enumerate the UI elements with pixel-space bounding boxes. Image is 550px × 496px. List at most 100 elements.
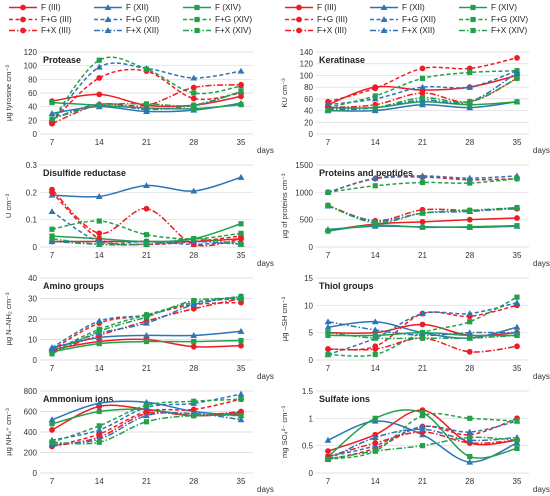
series-line <box>51 414 242 445</box>
data-point <box>191 297 197 304</box>
data-point <box>143 232 150 238</box>
y-tick-label: 0.3 <box>26 161 38 170</box>
data-point <box>466 65 473 72</box>
legend-swatch <box>94 27 122 34</box>
legend-label: F+G (III) <box>41 14 72 24</box>
data-point <box>419 218 426 225</box>
y-tick-label: 800 <box>24 387 38 396</box>
series-fx-xiv <box>325 75 520 114</box>
data-point <box>190 305 197 312</box>
y-tick-label: 100 <box>24 62 38 71</box>
y-tick-label: 1 <box>309 414 314 423</box>
legend-swatch <box>370 15 398 22</box>
x-tick-label: 35 <box>513 364 522 373</box>
data-point <box>419 90 426 96</box>
data-point <box>372 415 378 421</box>
data-point <box>419 410 426 416</box>
data-point <box>95 63 103 70</box>
x-tick-label: 35 <box>513 477 522 486</box>
y-tick-label: 0 <box>33 243 38 252</box>
data-point <box>143 182 150 189</box>
y-tick-label: 20 <box>304 118 313 127</box>
data-point <box>49 439 55 445</box>
data-point <box>49 236 55 242</box>
data-point <box>237 416 245 423</box>
y-axis-label: U cm⁻³ <box>4 193 13 218</box>
chart-panel-ammonium-ions: 0 200 400 600 800 7 14 21 28 35 days Ammonium ions µ… <box>4 387 274 494</box>
chart-title: Proteins and peptides <box>319 168 413 178</box>
legend-item: F+G (III) <box>284 14 348 25</box>
data-point <box>419 95 426 101</box>
data-point <box>237 173 245 180</box>
x-tick-label: 7 <box>50 251 55 260</box>
chart-title: Keratinase <box>319 55 365 65</box>
legend-marker <box>20 16 26 22</box>
y-axis-label: µg N–NH₂ cm⁻³ <box>4 292 13 346</box>
data-point <box>513 69 521 76</box>
x-tick-label: 21 <box>418 251 427 260</box>
series-line <box>51 301 242 351</box>
data-point <box>49 120 55 127</box>
data-point <box>419 172 426 179</box>
legend-swatch <box>94 4 122 11</box>
chart-panel-amino-groups: 0 10 20 30 40 7 14 21 28 35 days Amino groups µg N–N… <box>4 274 274 381</box>
legend-label: F (XIV) <box>491 3 517 12</box>
y-tick-label: 600 <box>24 408 38 417</box>
legend-marker <box>194 4 200 11</box>
y-tick-label: 120 <box>24 48 38 57</box>
legend-swatch <box>285 16 313 22</box>
legend-label: F+G (XIV) <box>491 14 529 24</box>
y-tick-label: 80 <box>28 75 37 84</box>
y-tick-label: 200 <box>24 449 38 458</box>
chart-title: Sulfate ions <box>319 394 370 404</box>
data-point <box>190 74 198 81</box>
data-point <box>238 230 244 236</box>
y-tick-label: 120 <box>300 60 314 69</box>
data-point <box>96 91 103 98</box>
data-point <box>96 408 102 415</box>
y-tick-label: 40 <box>28 274 37 283</box>
x-tick-label: 21 <box>142 364 151 373</box>
data-point <box>514 294 520 300</box>
data-point <box>143 338 150 345</box>
data-point <box>419 413 426 419</box>
data-point <box>191 398 197 404</box>
series-line <box>51 398 242 443</box>
y-tick-label: 10 <box>28 336 37 345</box>
x-axis-unit: days <box>533 372 550 381</box>
data-point <box>143 66 150 72</box>
data-point <box>96 241 102 247</box>
data-point <box>49 351 55 357</box>
legend-label: F+G (XII) <box>126 14 160 24</box>
x-tick-label: 21 <box>142 138 151 147</box>
x-tick-label: 21 <box>142 251 151 260</box>
y-tick-label: 400 <box>24 428 38 437</box>
x-axis-unit: days <box>257 259 274 268</box>
x-axis-unit: days <box>533 146 550 155</box>
series-fx-xiv <box>49 89 244 122</box>
data-point <box>372 105 378 111</box>
data-point <box>467 207 473 213</box>
data-point <box>143 402 150 408</box>
x-tick-label: 35 <box>237 364 246 373</box>
data-point <box>325 189 331 195</box>
series-line <box>51 295 242 353</box>
legend-marker <box>470 16 476 22</box>
x-tick-label: 7 <box>50 138 55 147</box>
data-point <box>238 337 244 344</box>
data-point <box>191 236 197 242</box>
legend-swatch <box>370 27 398 34</box>
data-point <box>466 329 474 336</box>
data-point <box>467 415 473 421</box>
data-point <box>238 408 244 415</box>
data-point <box>371 434 379 441</box>
legend-item: F+G (III) <box>8 14 72 25</box>
x-tick-label: 28 <box>465 138 474 147</box>
data-point <box>371 326 379 333</box>
x-tick-label: 7 <box>50 364 55 373</box>
series-fx-xiv <box>325 330 520 341</box>
legend-swatch <box>9 16 37 22</box>
y-tick-label: 0 <box>309 130 314 139</box>
data-point <box>49 421 55 427</box>
